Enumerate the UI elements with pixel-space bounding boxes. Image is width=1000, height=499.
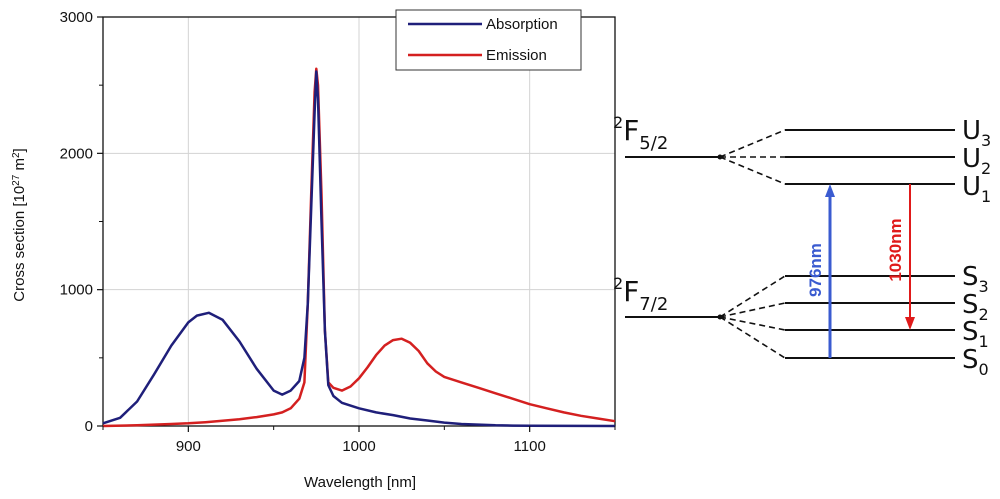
y-axis-label-end: ] xyxy=(11,148,28,152)
split-line-s0 xyxy=(719,316,786,359)
y-tick-label: 0 xyxy=(85,418,93,435)
split-line-s3 xyxy=(719,275,786,318)
grid xyxy=(103,17,615,426)
x-axis-label: Wavelength [nm] xyxy=(304,474,416,491)
x-tick-label: 1000 xyxy=(342,438,375,455)
legend-box xyxy=(395,9,582,71)
transition-absorption-arrow xyxy=(825,184,835,358)
y-axis-label-unit: m xyxy=(11,158,28,175)
level-label-u2: U2 xyxy=(962,144,991,178)
y-axis-label-text: Cross section [10 xyxy=(11,186,28,302)
x-tick-label: 900 xyxy=(176,438,201,455)
cross-section-chart: 900 1000 1100 0 1000 2000 3000 Wavelength [nm]… xyxy=(11,9,616,491)
level-label-u3: U3 xyxy=(962,116,991,150)
split-line-u3 xyxy=(719,129,786,158)
y-axis-label: Cross section [1027 m2] xyxy=(11,148,29,301)
level-label-s0: S0 xyxy=(962,345,989,379)
series-layer xyxy=(102,67,616,428)
term-upper-base: F xyxy=(623,114,639,147)
y-axis-label-exp: 27 xyxy=(11,174,22,186)
axis-ticks: 900 1000 1100 0 1000 2000 3000 xyxy=(60,9,616,455)
transition-absorption-label: 976nm xyxy=(806,243,825,297)
transition-emission-arrow xyxy=(905,184,915,330)
level-label-u1: U1 xyxy=(962,172,991,206)
level-label-s2: S2 xyxy=(962,290,989,324)
term-lower-sup: 2 xyxy=(613,274,623,293)
split-line-u1 xyxy=(719,156,786,185)
term-upper-sub: 5/2 xyxy=(639,133,668,154)
term-lower-base: F xyxy=(623,275,639,308)
legend-label-emission: Emission xyxy=(486,47,547,64)
x-tick-label: 1100 xyxy=(514,438,546,455)
split-line-s2 xyxy=(719,302,786,318)
split-line-s1 xyxy=(719,316,786,331)
y-axis-label-unit-exp: 2 xyxy=(11,152,22,158)
level-label-s1: S1 xyxy=(962,317,989,351)
y-tick-label: 1000 xyxy=(60,282,93,299)
term-label-upper: 2F5/2 xyxy=(613,113,668,154)
level-label-s3: S3 xyxy=(962,262,989,296)
term-label-lower: 2F7/2 xyxy=(613,274,668,315)
transition-emission-label: 1030nm xyxy=(886,218,905,281)
y-tick-label: 3000 xyxy=(60,9,93,26)
series-line-emission xyxy=(102,67,616,428)
term-lower-sub: 7/2 xyxy=(639,294,668,315)
legend-label-absorption: Absorption xyxy=(486,16,558,33)
legend: Absorption Emission xyxy=(395,9,582,71)
y-tick-label: 2000 xyxy=(60,145,93,162)
series-line-absorption xyxy=(102,70,616,428)
term-upper-sup: 2 xyxy=(613,113,623,132)
energy-level-diagram: 2F5/2 U3 U2 U1 2F7/2 S3 S2 S1 S0 xyxy=(613,113,991,379)
